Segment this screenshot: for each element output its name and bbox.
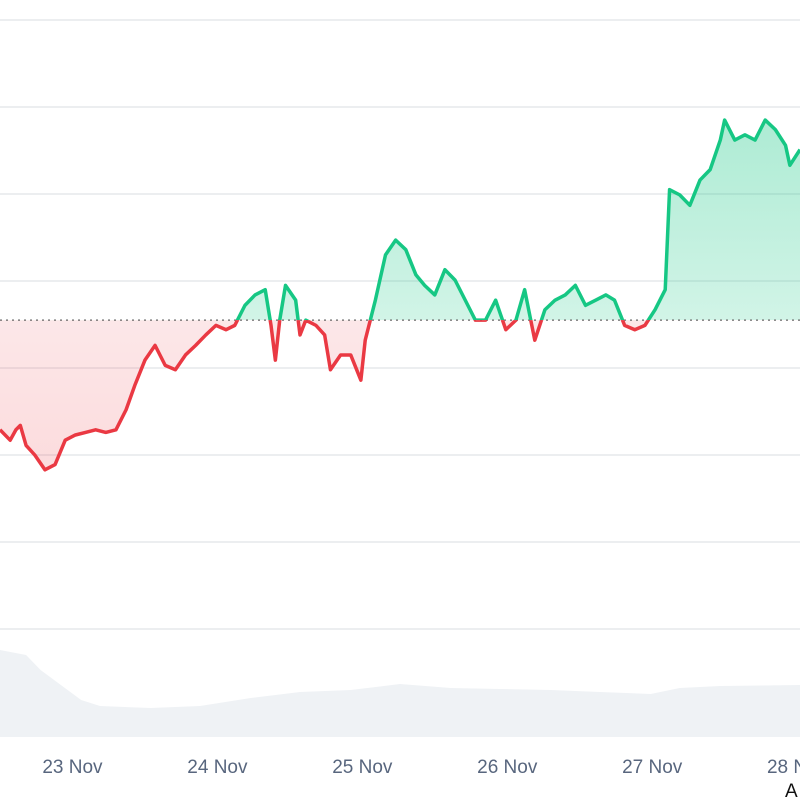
x-tick-label: 24 Nov	[187, 757, 248, 778]
x-tick-label: 28 Nov	[767, 757, 800, 778]
x-tick-label: 25 Nov	[332, 757, 393, 778]
annotation: A	[785, 781, 798, 800]
area-down	[0, 320, 800, 470]
volume-area	[0, 650, 800, 737]
x-tick-label: 26 Nov	[477, 757, 538, 778]
x-tick-label: 23 Nov	[42, 757, 103, 778]
x-tick-label: 27 Nov	[622, 757, 683, 778]
line-down	[0, 320, 651, 472]
line-up	[235, 118, 800, 321]
